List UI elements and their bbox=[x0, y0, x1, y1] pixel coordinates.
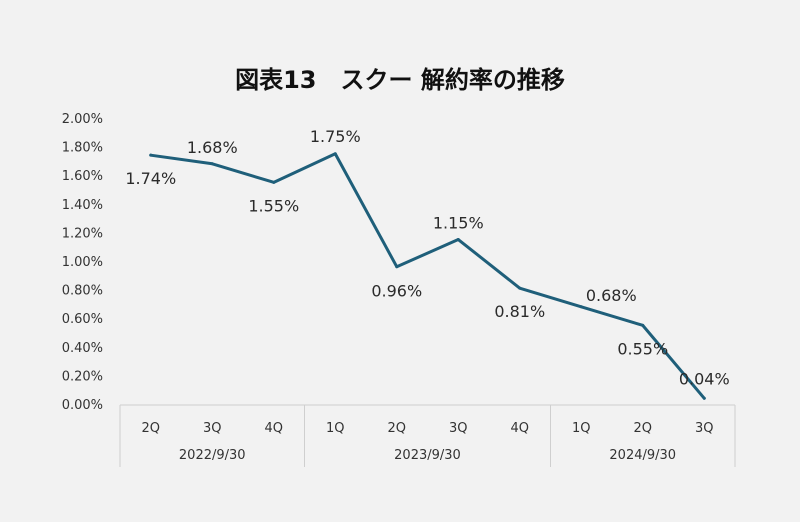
x-group-label: 2024/9/30 bbox=[609, 448, 676, 463]
data-label: 1.68% bbox=[187, 138, 238, 157]
data-label: 0.68% bbox=[586, 286, 637, 305]
chart-title: 図表13 スクー 解約率の推移 bbox=[235, 66, 565, 94]
data-label: 0.55% bbox=[617, 339, 668, 358]
y-tick-label: 0.20% bbox=[62, 369, 103, 384]
y-tick-label: 1.20% bbox=[62, 226, 103, 241]
x-tick-label: 3Q bbox=[449, 421, 468, 436]
x-tick-label: 2Q bbox=[633, 421, 652, 436]
y-tick-label: 0.40% bbox=[62, 341, 103, 356]
x-axis: 2Q 3Q 4Q 1Q 2Q 3Q 4Q 1Q 2Q 3Q 2022/9/30 2023/9/30 20… bbox=[119, 404, 736, 467]
x-group-label: 2022/9/30 bbox=[179, 448, 246, 463]
x-tick-label: 4Q bbox=[510, 421, 529, 436]
data-label: 0.04% bbox=[679, 369, 730, 388]
data-point bbox=[333, 152, 337, 156]
series-line bbox=[149, 152, 706, 400]
data-label: 1.55% bbox=[248, 196, 299, 215]
y-axis: 0.00% 0.20% 0.40% 0.60% 0.80% 1.00% 1.20% 1.40%… bbox=[62, 112, 103, 413]
data-point bbox=[579, 305, 583, 309]
y-tick-label: 0.60% bbox=[62, 312, 103, 327]
y-tick-label: 0.80% bbox=[62, 284, 103, 299]
data-label: 1.75% bbox=[310, 127, 361, 146]
y-tick-label: 1.00% bbox=[62, 255, 103, 270]
data-point bbox=[702, 396, 706, 400]
data-point bbox=[641, 323, 645, 327]
data-label: 0.96% bbox=[371, 282, 422, 301]
data-label: 0.81% bbox=[494, 302, 545, 321]
x-tick-label: 2Q bbox=[141, 421, 160, 436]
data-label-layer: 1.74% 1.68% 1.55% 1.75% 0.96% 1.15% 0.81% 0.68%… bbox=[125, 127, 729, 389]
y-tick-label: 2.00% bbox=[62, 112, 103, 127]
data-point bbox=[149, 153, 153, 157]
y-tick-label: 1.40% bbox=[62, 198, 103, 213]
x-tick-label: 4Q bbox=[264, 421, 283, 436]
y-tick-label: 1.80% bbox=[62, 141, 103, 156]
data-point bbox=[210, 162, 214, 166]
x-tick-label: 2Q bbox=[387, 421, 406, 436]
y-tick-label: 0.00% bbox=[62, 398, 103, 413]
data-point bbox=[395, 265, 399, 269]
x-group-label: 2023/9/30 bbox=[394, 448, 461, 463]
x-tick-label: 3Q bbox=[203, 421, 222, 436]
x-tick-label: 1Q bbox=[326, 421, 345, 436]
data-point bbox=[272, 180, 276, 184]
x-tick-label: 3Q bbox=[695, 421, 714, 436]
series-layer bbox=[149, 152, 706, 400]
data-point bbox=[518, 286, 522, 290]
x-tick-label: 1Q bbox=[572, 421, 591, 436]
data-label: 1.74% bbox=[125, 169, 176, 188]
data-label: 1.15% bbox=[433, 214, 484, 233]
data-point bbox=[456, 238, 460, 242]
y-tick-label: 1.60% bbox=[62, 169, 103, 184]
